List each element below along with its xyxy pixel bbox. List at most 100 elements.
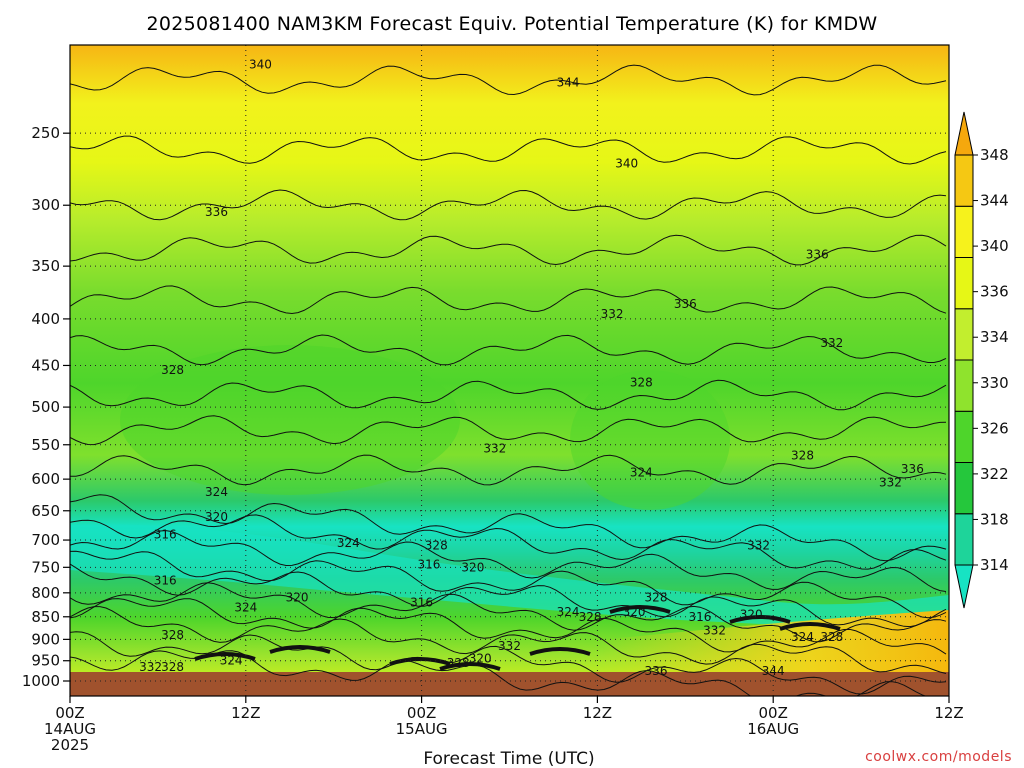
- contour-label: 332: [483, 441, 506, 455]
- y-tick-label: 750: [31, 558, 60, 576]
- contour-labels: 3403443403363363363323323283283323283243…: [139, 57, 924, 678]
- contour-label: 328: [447, 656, 470, 670]
- x-tick-label: 12Z: [934, 704, 963, 722]
- contour-label: 344: [557, 76, 580, 90]
- y-tick-label: 350: [31, 257, 60, 275]
- dense-contour-cluster: [439, 662, 501, 671]
- contour-line: [70, 285, 947, 315]
- contour-label: 320: [286, 591, 309, 605]
- y-tick-label: 400: [31, 310, 60, 328]
- contour-line: [70, 415, 947, 446]
- contour-line: [70, 582, 947, 643]
- contour-label: 336: [806, 248, 829, 262]
- colorbar-box: [954, 205, 974, 258]
- contour-label: 320: [461, 560, 484, 574]
- contour-label: 316: [688, 610, 711, 624]
- contour-label: 316: [417, 558, 440, 572]
- contour-label: 328: [425, 539, 448, 553]
- colorbar-arrow-bottom: [954, 564, 974, 609]
- contour-label: 328: [161, 628, 184, 642]
- dense-contour-cluster: [609, 605, 671, 614]
- dense-contour-cluster: [269, 645, 331, 654]
- y-tick-label: 250: [31, 124, 60, 142]
- warm-pocket-aloft: [260, 45, 780, 125]
- y-tick-label: 450: [31, 356, 60, 374]
- dense-contour-cluster: [529, 647, 591, 656]
- contour-line: [70, 135, 947, 165]
- contour-label: 324: [234, 600, 257, 614]
- contour-lines: [70, 64, 947, 696]
- colorbar-label: 330: [980, 374, 1009, 392]
- contour-label: 328: [820, 630, 843, 644]
- moist-pocket-mid: [570, 370, 730, 510]
- gridlines: [70, 45, 949, 696]
- contour-label: 316: [154, 527, 177, 541]
- x-tick-label: 12Z: [583, 704, 612, 722]
- colorbar-label: 326: [980, 419, 1009, 437]
- x-tick-label: 14AUG: [44, 720, 96, 738]
- colorbar-box: [954, 154, 974, 207]
- contour-label: 336: [645, 664, 668, 678]
- colorbar-box: [954, 462, 974, 515]
- colorbar-box: [954, 257, 974, 310]
- y-tick-label: 500: [31, 398, 60, 416]
- colorbar-label: 348: [980, 146, 1009, 164]
- contour-label: 320: [205, 510, 228, 524]
- colorbar-label: 334: [980, 328, 1009, 346]
- plot-area: 3403443403363363363323323283283323283243…: [70, 45, 949, 696]
- y-tick-label: 600: [31, 470, 60, 488]
- colorbar-label: 340: [980, 237, 1009, 255]
- x-axis-label: Forecast Time (UTC): [423, 749, 594, 768]
- contour-label: 332: [879, 475, 902, 489]
- colorbar-box: [954, 359, 974, 412]
- contour-label: 320: [623, 605, 646, 619]
- moist-pocket-left: [120, 345, 460, 495]
- contour-label: 324: [557, 605, 580, 619]
- contour-label: 328: [630, 376, 653, 390]
- contour-label: 336: [674, 297, 697, 311]
- dense-contour-cluster: [389, 657, 451, 666]
- colorbar-box: [954, 308, 974, 361]
- colorbar-label: 344: [980, 192, 1009, 210]
- dense-contour-cluster: [194, 652, 256, 661]
- y-tick-label: 950: [31, 652, 60, 670]
- contour-label: 324: [205, 485, 228, 499]
- plot-frame: [69, 44, 950, 697]
- contour-label: 340: [615, 157, 638, 171]
- contour-label: 328: [645, 591, 668, 605]
- y-tick-label: 700: [31, 531, 60, 549]
- contour-line: [70, 598, 947, 655]
- near-surface-warm-layer: [600, 610, 949, 672]
- contour-line: [70, 606, 947, 674]
- contour-line: [70, 334, 947, 366]
- colorbar: 314 318 322 326 330 334 336 340 344 348: [954, 111, 1009, 609]
- contour-label: 320: [469, 652, 492, 666]
- colorbar-label: 336: [980, 283, 1009, 301]
- contour-label: 332: [820, 336, 843, 350]
- contour-label: 328: [161, 660, 184, 674]
- colorbar-label: 314: [980, 556, 1009, 574]
- contour-label: 340: [249, 57, 272, 71]
- x-tick-label: 16AUG: [747, 720, 799, 738]
- x-tick-label: 00Z: [407, 704, 436, 722]
- contour-label: 336: [901, 462, 924, 476]
- contour-line: [70, 550, 947, 619]
- cool-low-level-band: [70, 524, 949, 628]
- contour-line: [70, 631, 947, 695]
- contour-line: [70, 454, 947, 486]
- contour-label: 332: [747, 539, 770, 553]
- contour-line: [70, 64, 947, 96]
- colorbar-arrow-top: [954, 111, 974, 156]
- y-tick-label: 1000: [22, 672, 60, 690]
- contour-label: 328: [791, 448, 814, 462]
- contour-label: 344: [762, 664, 785, 678]
- y-tick-label: 650: [31, 502, 60, 520]
- colorbar-box: [954, 410, 974, 463]
- contour-line: [70, 530, 947, 592]
- y-tick-label: 300: [31, 196, 60, 214]
- contour-line: [70, 563, 947, 628]
- contour-line: [70, 234, 947, 266]
- x-tick-label: 2025: [51, 736, 89, 754]
